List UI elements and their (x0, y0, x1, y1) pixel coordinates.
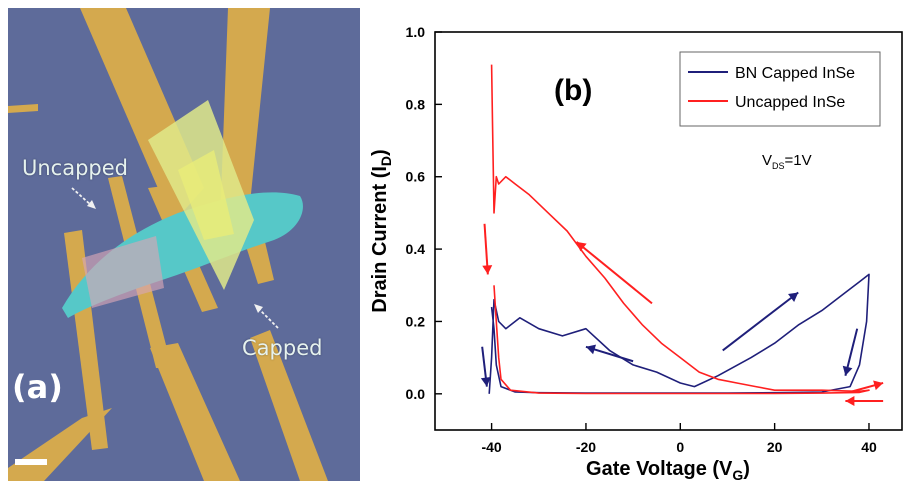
electrode (64, 230, 108, 450)
y-tick-label: 0.2 (406, 313, 426, 329)
vds-value: =1V (785, 152, 812, 169)
legend-label-capped: BN Capped InSe (735, 65, 855, 82)
x-tick-label: 20 (767, 439, 783, 455)
direction-arrow (722, 291, 799, 352)
capped-label: Capped (242, 336, 323, 360)
x-tick-label: -20 (576, 439, 596, 455)
panel-a-tag: (a) (12, 368, 63, 406)
direction-arrow-head (482, 265, 493, 275)
y-axis-title-main: Drain Current (I (369, 166, 391, 313)
y-tick-label: 0.0 (406, 386, 426, 402)
uncapped-label: Uncapped (22, 156, 129, 180)
x-tick-label: -40 (481, 439, 501, 455)
panel-b-tag: (b) (554, 74, 592, 107)
micrograph-image (8, 8, 360, 481)
scale-bar (15, 459, 47, 465)
x-axis-title-sub: G (732, 467, 743, 481)
micrograph-panel: Uncapped Capped (a) (8, 8, 360, 481)
direction-arrow-head (480, 377, 491, 387)
direction-arrow-head (842, 365, 853, 376)
x-axis-title: Gate Voltage (VG) (586, 458, 750, 481)
vds-symbol: V (762, 152, 772, 169)
chart-panel: -40 -20 0 20 40 0.0 0.2 0.4 0.6 0.8 1.0 (b) BN Cap… (360, 0, 909, 483)
overlap-region (82, 236, 164, 308)
legend: BN Capped InSe Uncapped InSe (679, 51, 881, 127)
uncapped-pointer (71, 187, 93, 207)
legend-box (679, 51, 881, 127)
direction-arrow-head (845, 396, 855, 407)
hysteresis-chart: -40 -20 0 20 40 0.0 0.2 0.4 0.6 0.8 1.0 (b) BN Cap… (369, 24, 903, 483)
x-tick-label: 0 (676, 439, 684, 455)
direction-arrow-head (585, 344, 597, 355)
axis-layer: -40 -20 0 20 40 0.0 0.2 0.4 0.6 0.8 1.0 (406, 24, 877, 455)
direction-arrow-head (788, 292, 799, 302)
y-tick-label: 1.0 (406, 24, 426, 40)
direction-arrow-head (873, 380, 884, 391)
direction-arrow (575, 241, 653, 305)
y-tick-label: 0.8 (406, 96, 426, 112)
bn-capped-inse-line (488, 273, 870, 394)
direction-arrow-head (576, 241, 587, 252)
y-axis-title-sub: D (378, 156, 394, 166)
y-tick-label: 0.6 (406, 169, 426, 185)
y-tick-label: 0.4 (406, 241, 426, 257)
plot-frame (434, 31, 903, 431)
bn-cap-overlap (178, 150, 234, 240)
electrode (8, 104, 38, 113)
y-axis-title: Drain Current (ID) (369, 149, 394, 312)
vds-annotation: VDS=1V (762, 152, 812, 171)
vds-subscript: DS (772, 161, 785, 171)
plot-layer (480, 64, 884, 407)
electrode (250, 330, 328, 481)
x-axis-title-end: ) (743, 458, 750, 480)
legend-label-uncapped: Uncapped InSe (735, 94, 845, 111)
uncapped-inse-line (490, 64, 870, 395)
electrode (150, 343, 240, 481)
x-tick-label: 40 (861, 439, 877, 455)
y-axis-title-end: ) (369, 149, 391, 156)
x-axis-title-main: Gate Voltage (V (586, 458, 733, 480)
uncapped-pointer-head (87, 200, 96, 209)
capped-pointer-head (254, 304, 263, 313)
